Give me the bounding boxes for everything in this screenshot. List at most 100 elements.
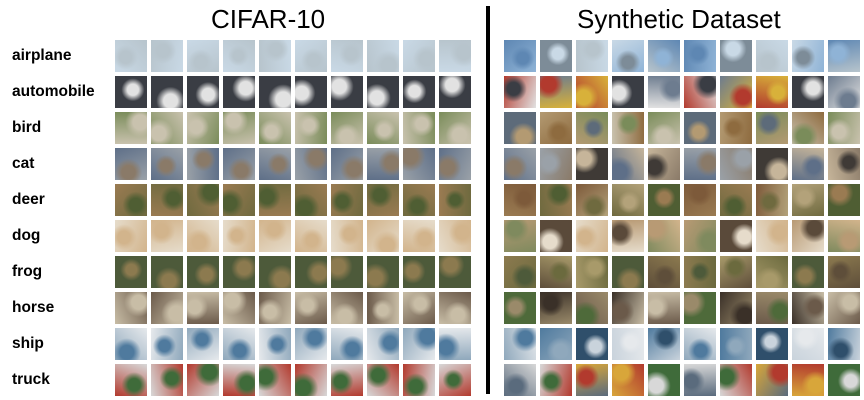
cifar10-title: CIFAR-10 (211, 4, 326, 34)
synthetic-cat-image (792, 148, 824, 180)
cifar10-automobile-image (223, 76, 255, 108)
synthetic-frog-image (612, 256, 644, 288)
synthetic-airplane-image (720, 40, 752, 72)
synthetic-truck-image (792, 364, 824, 396)
cifar10-ship-image (115, 328, 147, 360)
cifar10-bird-image (115, 112, 147, 144)
synthetic-automobile-image (720, 76, 752, 108)
synthetic-airplane-image (612, 40, 644, 72)
cifar10-ship-image (259, 328, 291, 360)
class-label-dog: dog (12, 227, 41, 244)
cifar10-airplane-image (439, 40, 471, 72)
cifar10-dog-image (151, 220, 183, 252)
synthetic-automobile-image (540, 76, 572, 108)
cifar10-horse-image (331, 292, 363, 324)
cifar10-cat-image (223, 148, 255, 180)
synthetic-automobile-image (612, 76, 644, 108)
cifar10-horse-image (295, 292, 327, 324)
synthetic-ship-image (720, 328, 752, 360)
cifar10-ship-image (223, 328, 255, 360)
cifar10-automobile-image (367, 76, 399, 108)
synthetic-truck-image (648, 364, 680, 396)
cifar10-truck-image (151, 364, 183, 396)
cifar10-dog-image (259, 220, 291, 252)
cifar10-bird-image (259, 112, 291, 144)
cifar10-automobile-image (259, 76, 291, 108)
cifar10-ship-image (367, 328, 399, 360)
cifar10-dog-image (439, 220, 471, 252)
cifar10-bird-image (439, 112, 471, 144)
class-label-frog: frog (12, 263, 43, 280)
cifar10-horse-image (187, 292, 219, 324)
synthetic-truck-image (828, 364, 860, 396)
cifar10-dog-image (223, 220, 255, 252)
synthetic-airplane-image (576, 40, 608, 72)
cifar10-frog-image (403, 256, 435, 288)
cifar10-truck-image (295, 364, 327, 396)
synthetic-bird-image (648, 112, 680, 144)
cifar10-truck-image (367, 364, 399, 396)
synthetic-horse-image (756, 292, 788, 324)
cifar10-ship-image (295, 328, 327, 360)
cifar10-truck-image (187, 364, 219, 396)
synthetic-cat-image (720, 148, 752, 180)
cifar10-horse-image (115, 292, 147, 324)
cifar10-cat-image (115, 148, 147, 180)
synthetic-frog-image (540, 256, 572, 288)
cifar10-automobile-image (151, 76, 183, 108)
cifar10-cat-image (151, 148, 183, 180)
synthetic-dog-image (540, 220, 572, 252)
synthetic-dog-image (828, 220, 860, 252)
cifar10-automobile-image (295, 76, 327, 108)
synthetic-dog-image (792, 220, 824, 252)
synthetic-cat-image (612, 148, 644, 180)
cifar10-deer-image (115, 184, 147, 216)
cifar10-cat-image (367, 148, 399, 180)
cifar10-horse-image (259, 292, 291, 324)
cifar10-ship-image (331, 328, 363, 360)
synthetic-truck-image (684, 364, 716, 396)
synthetic-horse-image (540, 292, 572, 324)
cifar10-truck-image (259, 364, 291, 396)
synthetic-frog-image (792, 256, 824, 288)
synthetic-automobile-image (684, 76, 716, 108)
synthetic-deer-image (792, 184, 824, 216)
cifar10-dog-image (187, 220, 219, 252)
synthetic-horse-image (792, 292, 824, 324)
synthetic-airplane-image (540, 40, 572, 72)
synthetic-airplane-image (792, 40, 824, 72)
synthetic-dog-image (720, 220, 752, 252)
synthetic-ship-image (504, 328, 536, 360)
synthetic-frog-image (756, 256, 788, 288)
synthetic-automobile-image (648, 76, 680, 108)
synthetic-frog-image (648, 256, 680, 288)
synthetic-automobile-image (792, 76, 824, 108)
synthetic-frog-image (576, 256, 608, 288)
cifar10-cat-image (295, 148, 327, 180)
synthetic-dataset-title: Synthetic Dataset (577, 4, 781, 34)
synthetic-frog-image (684, 256, 716, 288)
synthetic-frog-image (504, 256, 536, 288)
synthetic-ship-image (828, 328, 860, 360)
cifar10-truck-image (331, 364, 363, 396)
synthetic-horse-image (612, 292, 644, 324)
cifar10-frog-image (151, 256, 183, 288)
synthetic-deer-image (828, 184, 860, 216)
synthetic-horse-image (684, 292, 716, 324)
cifar10-truck-image (439, 364, 471, 396)
class-label-automobile: automobile (12, 83, 95, 100)
synthetic-airplane-image (828, 40, 860, 72)
cifar10-airplane-image (259, 40, 291, 72)
synthetic-ship-image (576, 328, 608, 360)
cifar10-dog-image (331, 220, 363, 252)
synthetic-cat-image (828, 148, 860, 180)
cifar10-cat-image (403, 148, 435, 180)
cifar10-deer-image (367, 184, 399, 216)
cifar10-bird-image (403, 112, 435, 144)
cifar10-cat-image (331, 148, 363, 180)
cifar10-automobile-image (403, 76, 435, 108)
synthetic-cat-image (756, 148, 788, 180)
cifar10-deer-image (187, 184, 219, 216)
synthetic-bird-image (612, 112, 644, 144)
cifar10-airplane-image (367, 40, 399, 72)
